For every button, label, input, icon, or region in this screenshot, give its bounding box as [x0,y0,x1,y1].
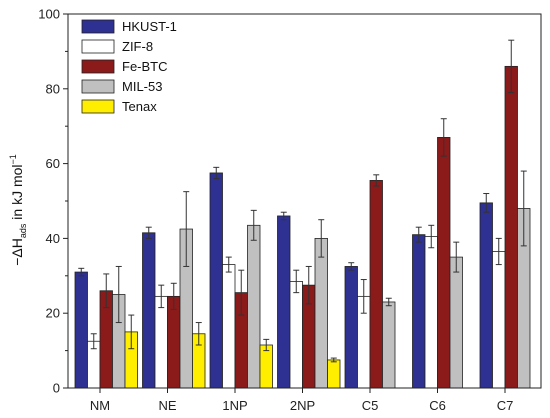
legend: HKUST-1 ZIF-8 Fe-BTC MIL-53 Tenax [81,19,177,114]
bar-hkust-1-c5 [344,266,358,389]
bar-tenax-1np [259,344,273,389]
x-axis: NM NE 1NP 2NP C5 C6 C7 [90,388,513,413]
y-axis-title-middle: in kJ mol [9,164,25,223]
y-tick-label: 0 [53,381,60,396]
bar-hkust-1-nm [74,271,88,389]
x-tick-label-1np: 1NP [222,398,247,413]
legend-label-zif-8: ZIF-8 [122,39,153,54]
bar-zif-8-2np [289,281,303,389]
y-tick-label: 60 [46,156,60,171]
bar-fe-btc-c7 [504,65,518,389]
y-tick-label: 20 [46,306,60,321]
bar-mil-53-c6 [449,256,463,389]
y-axis-title-prefix: −ΔH [9,238,25,266]
bar-zif-8-ne [154,295,168,389]
y-axis-title-subscript: ads [18,223,28,238]
x-tick-label-c5: C5 [362,398,379,413]
legend-label-tenax: Tenax [122,99,157,114]
plot-area [74,39,531,389]
bar-zif-8-1np [222,264,236,389]
x-tick-label-2np: 2NP [290,398,315,413]
bar-fe-btc-c5 [369,180,383,389]
legend-label-fe-btc: Fe-BTC [122,59,168,74]
bar-hkust-1-1np [209,172,223,389]
bar-fe-btc-c6 [437,137,451,389]
bar-fe-btc-ne [167,295,181,389]
bar-zif-8-c6 [424,236,438,389]
legend-label-hkust-1: HKUST-1 [122,19,177,34]
bar-mil-53-1np [247,224,261,389]
bar-hkust-1-c7 [479,202,493,389]
y-tick-label: 100 [38,7,60,22]
x-tick-label-ne: NE [158,398,176,413]
x-tick-label-nm: NM [90,398,110,413]
y-axis: 0 20 40 60 80 100 [38,7,542,396]
legend-swatch-hkust-1 [81,19,115,34]
bar-hkust-1-2np [277,215,291,389]
legend-label-mil-53: MIL-53 [122,79,162,94]
bar-zif-8-c7 [492,251,506,389]
legend-swatch-zif-8 [81,39,115,54]
y-axis-title: −ΔHads in kJ mol−1 [8,154,28,266]
bar-mil-53-c5 [382,301,396,389]
y-tick-label: 40 [46,231,60,246]
legend-swatch-tenax [81,99,115,114]
bar-hkust-1-ne [142,232,156,389]
y-tick-label: 80 [46,81,60,96]
y-axis-title-superscript: −1 [8,154,18,164]
x-tick-label-c6: C6 [429,398,446,413]
x-tick-label-c7: C7 [497,398,514,413]
bar-hkust-1-c6 [412,234,426,389]
bar-mil-53-2np [314,237,328,389]
bar-tenax-2np [327,359,341,389]
legend-swatch-mil-53 [81,79,115,94]
legend-swatch-fe-btc [81,59,115,74]
